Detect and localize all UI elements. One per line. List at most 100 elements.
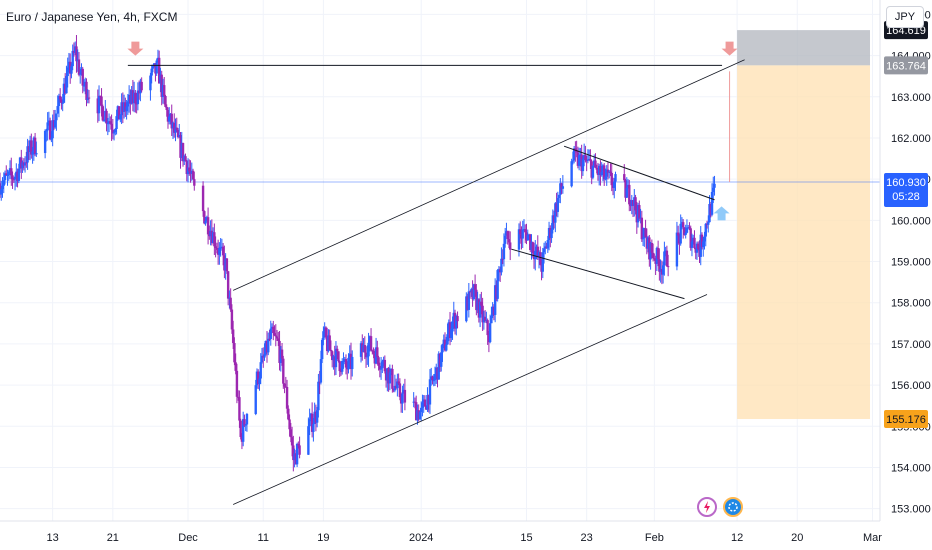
lightning-icon[interactable] bbox=[697, 497, 717, 517]
candle-body bbox=[8, 168, 12, 172]
price-axis[interactable]: 165.000164.000163.000162.000161.000160.0… bbox=[891, 9, 931, 515]
candle-body bbox=[379, 368, 383, 370]
candle-body bbox=[208, 234, 211, 237]
candle-body bbox=[351, 356, 354, 370]
x-tick-label: 19 bbox=[317, 532, 329, 544]
candle-body bbox=[633, 197, 636, 206]
candle-body bbox=[280, 349, 284, 359]
candle-body bbox=[241, 419, 245, 442]
candle-body bbox=[471, 289, 474, 300]
candle-body bbox=[102, 120, 106, 122]
candle-body bbox=[272, 326, 275, 334]
candle-body bbox=[135, 103, 138, 105]
candle-body bbox=[468, 291, 472, 293]
candle-body bbox=[524, 229, 527, 233]
candle-body bbox=[359, 343, 363, 357]
countdown-label: 05:28 bbox=[892, 191, 920, 203]
candle-body bbox=[613, 181, 616, 188]
candle-body bbox=[678, 235, 681, 244]
candle-body bbox=[268, 338, 271, 340]
candle-body bbox=[152, 63, 156, 66]
candle-body bbox=[559, 183, 562, 195]
candle-body bbox=[452, 312, 455, 322]
target-price-tag-bg bbox=[884, 410, 928, 429]
candle-body bbox=[629, 204, 632, 207]
candle-body bbox=[179, 135, 182, 158]
candle-body bbox=[645, 237, 649, 249]
candle-body bbox=[173, 122, 176, 133]
candle-body bbox=[685, 227, 689, 233]
candle-body bbox=[174, 127, 177, 133]
x-tick-label: 20 bbox=[791, 532, 803, 544]
candle-body bbox=[521, 229, 524, 239]
candle-body bbox=[412, 401, 415, 403]
candle-body bbox=[51, 120, 54, 139]
candle-body bbox=[228, 297, 231, 299]
candle-body bbox=[698, 249, 701, 257]
candle-body bbox=[58, 95, 62, 100]
candle-body bbox=[596, 169, 600, 175]
candle-body bbox=[294, 453, 298, 465]
candle-body bbox=[211, 232, 215, 244]
candle-body bbox=[702, 241, 705, 248]
candle-body bbox=[641, 238, 645, 240]
candle-body bbox=[575, 150, 578, 153]
candle-body bbox=[289, 429, 293, 438]
candle-body bbox=[18, 157, 22, 169]
x-tick-label: Mar bbox=[863, 532, 882, 544]
candle-body bbox=[287, 408, 290, 420]
candle-body bbox=[675, 232, 679, 267]
candle-body bbox=[255, 371, 259, 386]
candle-body bbox=[122, 102, 126, 112]
candle-body bbox=[264, 340, 267, 355]
candle-body bbox=[610, 172, 613, 186]
candle-body bbox=[561, 186, 565, 189]
candle-body bbox=[229, 297, 232, 310]
candle-body bbox=[707, 222, 710, 225]
resistance-price-tag: 163.764 bbox=[886, 60, 926, 72]
candle-body bbox=[665, 250, 669, 267]
candle-body bbox=[592, 160, 596, 166]
candle-body bbox=[712, 187, 715, 192]
candle-body bbox=[53, 120, 57, 128]
candle-body bbox=[176, 129, 180, 138]
candle-body bbox=[175, 127, 178, 130]
candle-body bbox=[31, 151, 34, 155]
x-tick-label: 11 bbox=[258, 532, 269, 544]
candle-body bbox=[325, 337, 329, 352]
candle-body bbox=[554, 203, 557, 223]
candle-body bbox=[413, 401, 417, 403]
candle-body bbox=[337, 351, 340, 362]
candle-body bbox=[216, 249, 220, 255]
candle-body bbox=[45, 130, 48, 132]
flag-lower-line bbox=[511, 248, 685, 300]
candle-body bbox=[368, 336, 372, 343]
candle-body bbox=[81, 68, 84, 86]
currency-button[interactable]: JPY bbox=[886, 6, 924, 28]
candle-body bbox=[431, 376, 434, 381]
candle-body bbox=[293, 453, 296, 461]
candle-body bbox=[116, 106, 120, 117]
candle-body bbox=[426, 395, 429, 410]
candle-body bbox=[550, 229, 553, 239]
candle-body bbox=[545, 246, 548, 249]
candle-body bbox=[384, 371, 388, 381]
candle-body bbox=[101, 106, 104, 121]
candle-body bbox=[542, 248, 546, 253]
calendar-globe-icon[interactable] bbox=[723, 497, 743, 517]
time-axis[interactable]: 13 21 Dec 11 19 2024 15 23 Feb 12 20 Mar bbox=[47, 532, 883, 544]
candle-body bbox=[166, 110, 170, 122]
candle-body bbox=[544, 246, 547, 249]
candle-body bbox=[377, 357, 380, 366]
candle-body bbox=[378, 365, 382, 370]
candle-body bbox=[695, 243, 699, 253]
candle-body bbox=[348, 353, 351, 358]
candle-body bbox=[656, 247, 660, 260]
candle-body bbox=[295, 443, 299, 465]
candle-body bbox=[68, 61, 72, 74]
candle-body bbox=[224, 258, 227, 271]
candle-body bbox=[445, 344, 448, 351]
candle-body bbox=[692, 237, 695, 242]
candle-body bbox=[226, 271, 230, 299]
